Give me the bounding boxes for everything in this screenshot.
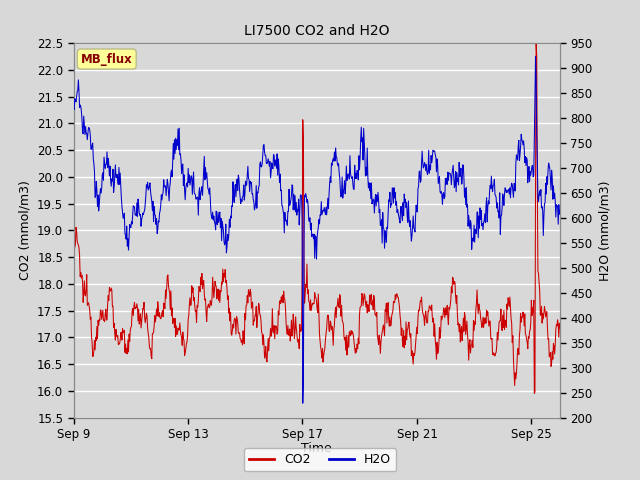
X-axis label: Time: Time bbox=[301, 443, 332, 456]
Text: MB_flux: MB_flux bbox=[81, 53, 132, 66]
Title: LI7500 CO2 and H2O: LI7500 CO2 and H2O bbox=[244, 24, 390, 38]
Legend: CO2, H2O: CO2, H2O bbox=[244, 448, 396, 471]
Y-axis label: H2O (mmol/m3): H2O (mmol/m3) bbox=[598, 180, 611, 281]
Y-axis label: CO2 (mmol/m3): CO2 (mmol/m3) bbox=[19, 180, 31, 280]
